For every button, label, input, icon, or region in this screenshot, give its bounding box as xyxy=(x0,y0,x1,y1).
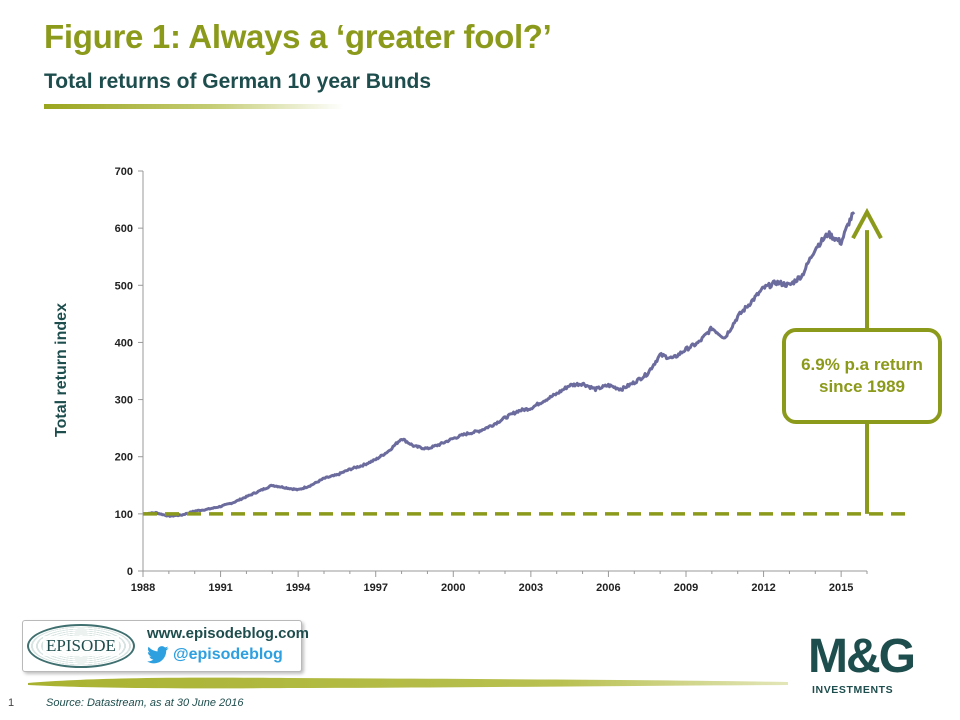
y-tick-label: 0 xyxy=(127,566,133,578)
y-tick-label: 200 xyxy=(115,452,133,464)
y-tick-label: 700 xyxy=(115,166,133,178)
twitter-bird-icon xyxy=(147,646,169,664)
x-tick-label: 1988 xyxy=(131,582,155,594)
y-tick-labels: 0 100 200 300 400 500 600 700 xyxy=(115,166,143,578)
return-callout: 6.9% p.a return since 1989 xyxy=(782,328,942,424)
twitter-handle: @episodeblog xyxy=(173,646,283,663)
mg-logo-subtitle: INVESTMENTS xyxy=(812,684,894,696)
x-tick-label: 2009 xyxy=(674,582,698,594)
x-tick-label: 2003 xyxy=(519,582,543,594)
line-chart: 0 100 200 300 400 500 600 700 1988 1991 1994 1997 2… xyxy=(115,166,912,594)
page-title: Figure 1: Always a ‘greater fool?’ xyxy=(44,18,552,55)
website-link[interactable]: www.episodeblog.com xyxy=(147,625,309,642)
episode-logo-text: EPISODE xyxy=(43,636,119,656)
brush-stroke-divider xyxy=(28,677,788,689)
return-arrow-head xyxy=(851,207,883,240)
callout-line-2: since 1989 xyxy=(818,377,905,396)
source-note: Source: Datastream, as at 30 June 2016 xyxy=(46,697,244,709)
x-tick-label: 1991 xyxy=(208,582,232,594)
y-tick-label: 500 xyxy=(115,280,133,292)
title-underline xyxy=(44,104,344,109)
episode-logo: EPISODE xyxy=(27,624,135,668)
mg-logo-text: M&G xyxy=(808,630,916,683)
x-tick-label: 1994 xyxy=(286,582,311,594)
series-group xyxy=(142,211,856,518)
y-tick-label: 300 xyxy=(115,395,133,407)
x-tick-label: 2000 xyxy=(441,582,465,594)
mg-investments-logo: M&G INVESTMENTS xyxy=(808,632,932,702)
episode-brand-box: EPISODE www.episodeblog.com @episodeblog xyxy=(22,620,309,672)
series-line xyxy=(142,211,856,518)
x-tick-labels: 1988 1991 1994 1997 2000 2003 2006 2009 2012 2015 xyxy=(131,571,868,594)
twitter-row[interactable]: @episodeblog xyxy=(147,646,283,664)
y-tick-label: 600 xyxy=(115,223,133,235)
y-axis-label: Total return index xyxy=(53,303,70,437)
x-tick-label: 2006 xyxy=(596,582,620,594)
y-tick-label: 100 xyxy=(115,509,133,521)
x-tick-label: 2012 xyxy=(751,582,775,594)
x-tick-label: 1997 xyxy=(363,582,387,594)
page-number: 1 xyxy=(8,697,15,709)
y-tick-label: 400 xyxy=(115,337,133,349)
callout-line-1: 6.9% p.a return xyxy=(801,355,923,374)
x-tick-label: 2015 xyxy=(829,582,853,594)
chart-axes xyxy=(142,171,867,572)
page-subtitle: Total returns of German 10 year Bunds xyxy=(44,70,432,93)
